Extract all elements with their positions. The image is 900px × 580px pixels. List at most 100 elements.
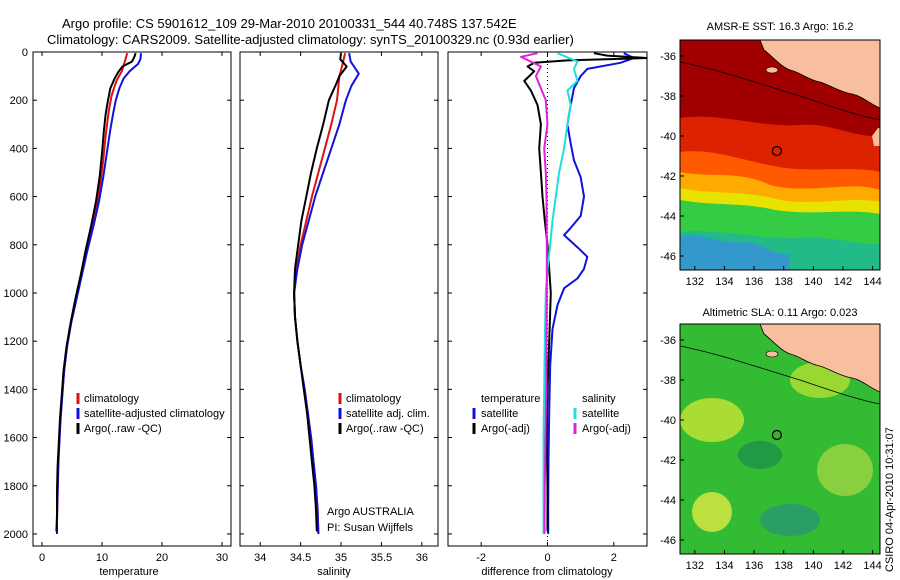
difference-series-temperature-satellite xyxy=(547,52,635,534)
sla-map-frame xyxy=(679,323,881,555)
sla-lat-tick-label: -46 xyxy=(660,535,676,547)
salinity-series-argo-raw-qc- xyxy=(293,53,348,532)
depth-tick-label: 400 xyxy=(10,143,28,155)
depth-tick-label: 1000 xyxy=(4,288,28,300)
sla-lat-tick-label: -38 xyxy=(660,375,676,387)
difference-xtick-label: -2 xyxy=(476,552,486,564)
salinity-panel: 34 34.5 35 35.5 36 salinity climatology satel… xyxy=(239,51,439,578)
difference-legend-label: Argo(-adj) xyxy=(582,423,631,435)
float-program-label: Argo AUSTRALIA xyxy=(327,506,414,518)
temperature-axes-frame xyxy=(32,51,232,547)
sst-lon-tick-label: 144 xyxy=(863,276,881,288)
depth-tick-label: 1400 xyxy=(4,384,28,396)
sst-heatmap xyxy=(680,40,880,270)
temperature-series-argo-raw-qc- xyxy=(55,52,137,532)
sla-low-anomaly xyxy=(760,504,820,536)
sla-low-anomaly xyxy=(738,441,782,469)
difference-legend-label: satellite xyxy=(481,408,518,420)
difference-legend-label: satellite xyxy=(582,408,619,420)
sst-land-island xyxy=(765,66,779,74)
float-pi-label: PI: Susan Wijffels xyxy=(327,522,413,534)
sla-map-title: Altimetric SLA: 0.11 Argo: 0.023 xyxy=(702,307,857,319)
difference-xtick-label: 2 xyxy=(611,552,617,564)
temperature-series xyxy=(55,52,142,534)
sla-high-anomaly xyxy=(680,398,744,442)
sst-lon-tick-label: 142 xyxy=(834,276,852,288)
temperature-xtick-label: 10 xyxy=(96,552,108,564)
difference-legend: temperature salinity satellite Argo(-adj) sa… xyxy=(472,393,631,435)
sla-shelf-contour xyxy=(680,345,880,405)
salinity-axes-frame xyxy=(239,51,439,547)
salinity-xtick-label: 34 xyxy=(254,552,266,564)
sst-lat-tick-label: -44 xyxy=(660,211,676,223)
sst-argo-position-marker xyxy=(771,145,783,157)
sst-lat-tick-label: -42 xyxy=(660,171,676,183)
sla-lat-tick-label: -40 xyxy=(660,415,676,427)
depth-tick-label: 200 xyxy=(10,95,28,107)
temperature-legend: climatology satellite-adjusted climatolog… xyxy=(76,393,225,435)
depth-tick-label: 2000 xyxy=(4,529,28,541)
salinity-legend-label: Argo(..raw -QC) xyxy=(346,423,424,435)
sla-lat-tick-label: -44 xyxy=(660,495,676,507)
temperature-series-climatology xyxy=(56,52,129,534)
depth-tick-label: 1800 xyxy=(4,481,28,493)
salinity-series-satellite-adj-clim- xyxy=(293,53,360,535)
salinity-legend-label: climatology xyxy=(346,393,402,405)
difference-series xyxy=(520,52,647,535)
temperature-series-satellite-adjusted-climatology xyxy=(56,53,142,534)
difference-series-salinity-satellite xyxy=(542,52,579,534)
sla-lon-tick-label: 132 xyxy=(686,560,704,572)
temperature-legend-label: Argo(..raw -QC) xyxy=(84,423,162,435)
difference-x-axis: -2 0 2 xyxy=(476,52,617,564)
temperature-xtick-label: 0 xyxy=(39,552,45,564)
difference-series-temperature-argo-adj- xyxy=(523,52,647,532)
temperature-depth-axis: 0 200 400 600 800 1000 1200 1400 1600 1800 2000 xyxy=(4,47,647,541)
salinity-xtick-label: 36 xyxy=(416,552,428,564)
sst-map-title: AMSR-E SST: 16.3 Argo: 16.2 xyxy=(707,21,854,33)
salinity-legend: climatology satellite adj. clim. Argo(..ra… xyxy=(338,393,430,435)
sst-shelf-contour xyxy=(680,61,880,121)
sla-lat-tick-label: -36 xyxy=(660,335,676,347)
difference-xlabel: difference from climatology xyxy=(481,566,613,578)
sla-lon-tick-label: 140 xyxy=(804,560,822,572)
sst-lon-tick-label: 132 xyxy=(686,276,704,288)
difference-series-salinity-argo-adj- xyxy=(520,52,549,535)
sla-lon-tick-label: 144 xyxy=(863,560,881,572)
sla-heatmap xyxy=(680,324,880,554)
sla-high-anomaly xyxy=(817,444,873,496)
depth-tick-label: 1600 xyxy=(4,433,28,445)
temperature-xlabel: temperature xyxy=(99,566,158,578)
sst-lon-tick-label: 140 xyxy=(804,276,822,288)
difference-legend-temperature-header: temperature xyxy=(481,393,540,405)
temperature-legend-label: climatology xyxy=(84,393,140,405)
csiro-timestamp: CSIRO 04-Apr-2010 10:31:07 xyxy=(884,427,896,572)
sla-land-island xyxy=(765,350,779,358)
figure-title-line-1: Argo profile: CS 5901612_109 29-Mar-2010… xyxy=(62,16,517,31)
salinity-xtick-label: 35.5 xyxy=(371,552,392,564)
sst-land-tasmania xyxy=(872,128,880,146)
salinity-series xyxy=(293,52,360,535)
salinity-xtick-label: 34.5 xyxy=(290,552,311,564)
difference-panel: -2 0 2 difference from climatology tempera… xyxy=(447,51,648,578)
sla-high-anomaly xyxy=(692,492,732,532)
depth-tick-label: 600 xyxy=(10,192,28,204)
sla-lon-tick-label: 134 xyxy=(715,560,733,572)
sst-lat-tick-label: -36 xyxy=(660,51,676,63)
sst-lon-tick-label: 138 xyxy=(775,276,793,288)
temperature-legend-label: satellite-adjusted climatology xyxy=(84,408,225,420)
salinity-xtick-label: 35 xyxy=(335,552,347,564)
sst-lon-tick-label: 134 xyxy=(715,276,733,288)
sst-lon-tick-label: 136 xyxy=(745,276,763,288)
sst-band-blue xyxy=(680,235,790,270)
depth-tick-label: 800 xyxy=(10,240,28,252)
sla-lat-tick-label: -42 xyxy=(660,455,676,467)
difference-xtick-label: 0 xyxy=(544,552,550,564)
depth-tick-label: 0 xyxy=(22,47,28,59)
sst-lat-tick-label: -38 xyxy=(660,91,676,103)
sla-map-panel: Altimetric SLA: 0.11 Argo: 0.023 132 134 1… xyxy=(660,307,882,572)
sla-lon-tick-label: 136 xyxy=(745,560,763,572)
sst-map-frame xyxy=(679,39,881,271)
difference-legend-label: Argo(-adj) xyxy=(481,423,530,435)
